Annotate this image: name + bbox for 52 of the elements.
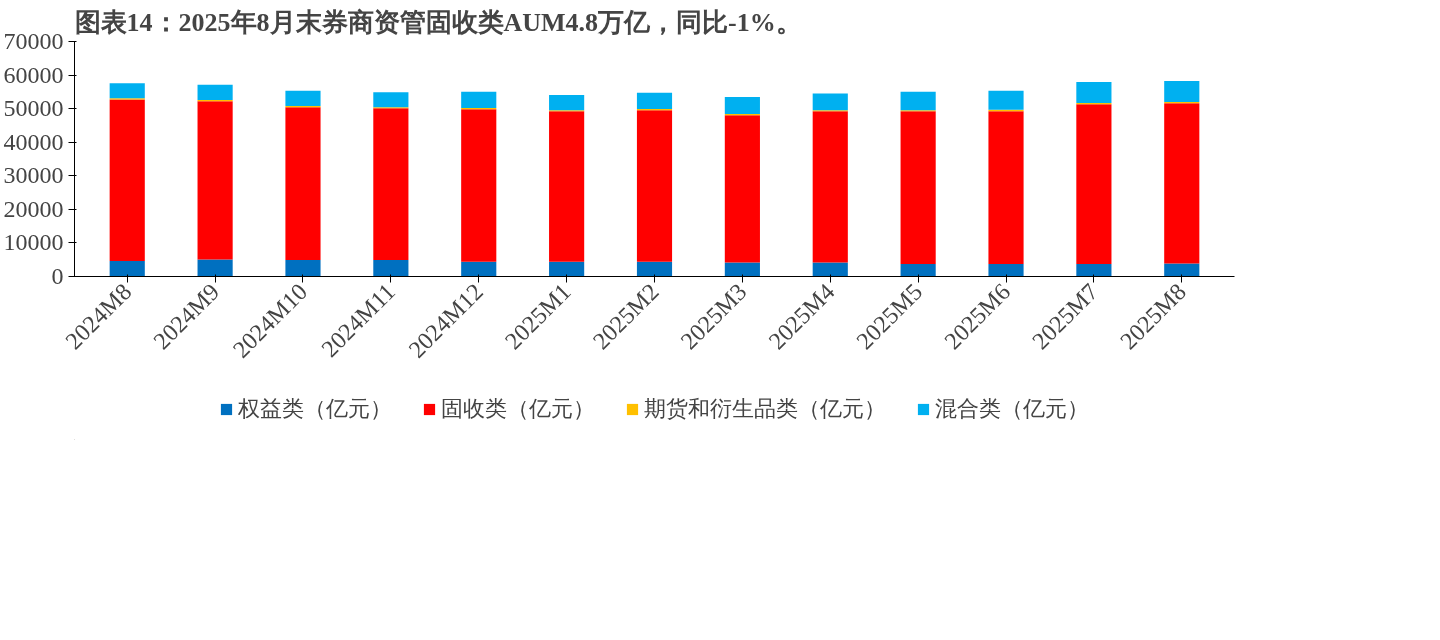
bar <box>285 107 321 261</box>
bar <box>373 108 409 261</box>
y-tick-label: 0 <box>51 263 64 289</box>
bar <box>197 84 233 100</box>
bar <box>1076 104 1112 265</box>
bar <box>109 99 145 262</box>
bar <box>812 111 848 263</box>
legend-label: 权益类（亿元） <box>238 395 392 423</box>
bar <box>373 260 409 277</box>
bar <box>988 111 1024 265</box>
y-tick-label: 70000 <box>3 28 64 54</box>
bar <box>549 261 585 277</box>
bar <box>1076 264 1112 277</box>
bar <box>285 260 321 277</box>
bar <box>109 261 145 277</box>
legend-label: 固收类（亿元） <box>441 395 595 423</box>
bar <box>549 111 585 262</box>
bar <box>636 92 673 109</box>
y-tick-label: 20000 <box>3 195 64 222</box>
bar <box>197 101 233 260</box>
y-tick-label: 50000 <box>3 95 64 122</box>
legend-label: 混合类（亿元） <box>935 395 1089 423</box>
bar <box>1076 82 1112 103</box>
bar <box>461 109 497 262</box>
bar <box>724 262 760 277</box>
bar <box>812 93 848 111</box>
y-tick-label: 10000 <box>3 229 64 256</box>
bar <box>812 262 848 277</box>
bar <box>1164 263 1200 277</box>
bar <box>988 264 1024 277</box>
bar <box>285 90 321 106</box>
bar <box>900 91 936 111</box>
legend-label: 期货和衍生品类（亿元） <box>644 395 886 423</box>
y-tick-label: 40000 <box>3 128 64 155</box>
bar <box>461 261 497 277</box>
bar <box>1164 103 1200 264</box>
bar <box>461 91 497 108</box>
bar <box>724 115 760 263</box>
bar <box>900 111 936 265</box>
bar <box>636 261 673 277</box>
chart-title: 图表14：2025年8月末券商资管固收类AUM4.8万亿，同比-1%。 <box>74 7 802 37</box>
bar <box>549 94 585 111</box>
y-tick-label: 30000 <box>3 162 64 189</box>
bar <box>900 264 936 277</box>
bar <box>724 96 760 115</box>
bar <box>109 83 145 99</box>
y-tick-label: 60000 <box>3 61 64 88</box>
bar <box>636 110 673 262</box>
bar <box>988 90 1024 110</box>
bar <box>197 259 233 277</box>
bar <box>1164 81 1200 102</box>
bar <box>373 92 409 108</box>
